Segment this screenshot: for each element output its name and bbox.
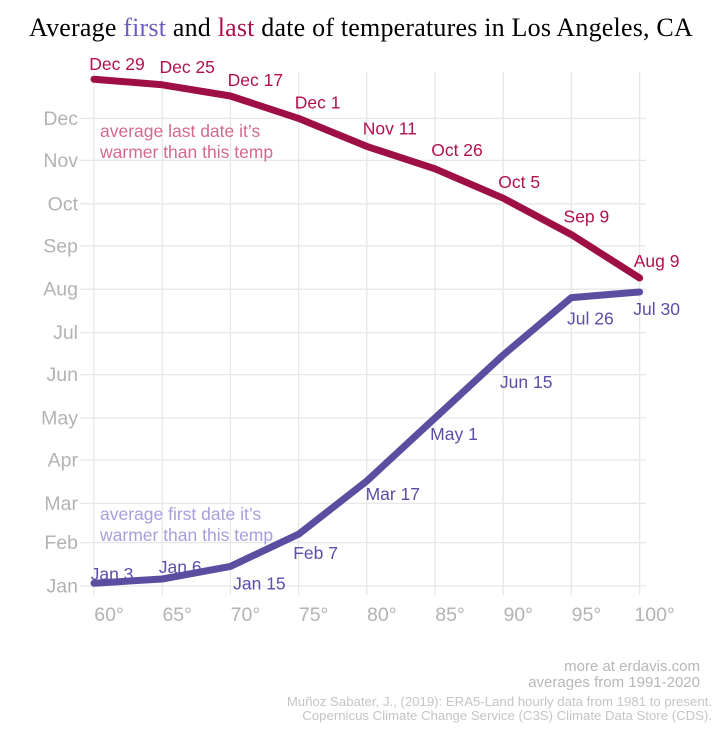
data-label-first-date-100: Jul 30 (633, 299, 680, 319)
data-label-first-date-80: Mar 17 (366, 484, 420, 504)
y-axis-label-dec: Dec (43, 108, 78, 130)
data-label-first-date-65: Jan 6 (159, 557, 202, 577)
data-label-last-date-100: Aug 9 (634, 251, 680, 271)
credit-averages: averages from 1991-2020 (528, 673, 700, 691)
data-label-last-date-95: Sep 9 (564, 207, 610, 227)
data-label-first-date-70: Jan 15 (233, 573, 286, 593)
x-axis-label-70: 70° (231, 604, 261, 626)
y-axis-label-oct: Oct (48, 193, 79, 215)
temperature-date-line-chart: Jan Feb Mar Apr May Jun Jul Aug Sep Oct Nov Dec 60° 6… (41, 54, 680, 626)
y-axis-label-apr: Apr (48, 450, 79, 472)
annotation-last-date-line-1: average last date it’s (100, 121, 260, 141)
page-title: Average first and last date of temperatu… (0, 0, 722, 43)
x-axis-label-60: 60° (94, 604, 124, 626)
data-label-first-date-60: Jan 3 (91, 564, 134, 584)
line-last-date (90, 75, 644, 282)
footer-credit: more at erdavis.com averages from 1991-2… (0, 659, 722, 690)
annotation-first-date-line-1: average first date it’s (100, 504, 261, 524)
x-axis-label-65: 65° (162, 604, 192, 626)
title-segment-average: Average (29, 13, 124, 42)
citation-line-1: Muñoz Sabater, J., (2019): ERA5-Land hou… (286, 694, 712, 709)
x-axis-label-80: 80° (367, 604, 397, 626)
data-label-last-date-90: Oct 5 (498, 172, 540, 192)
data-label-last-date-70: Dec 17 (228, 70, 283, 90)
y-axis-label-feb: Feb (44, 532, 78, 554)
title-segment-first: first (123, 13, 167, 42)
y-axis-label-may: May (41, 408, 78, 430)
title-segment-and: and (166, 13, 218, 42)
line-first-date (90, 288, 644, 587)
x-axis-label-95: 95° (572, 604, 602, 626)
y-axis-label-aug: Aug (43, 279, 78, 301)
y-axis-label-nov: Nov (43, 150, 78, 172)
data-label-last-date-60: Dec 29 (89, 54, 144, 74)
data-label-last-date-85: Oct 26 (431, 140, 483, 160)
data-label-first-date-95: Jul 26 (567, 309, 614, 329)
data-label-last-date-65: Dec 25 (159, 57, 214, 77)
x-axis-label-90: 90° (503, 604, 533, 626)
y-axis-label-jul: Jul (53, 322, 78, 344)
title-segment-last: last (217, 13, 255, 42)
y-axis-label-sep: Sep (43, 235, 78, 257)
data-label-first-date-90: Jun 15 (500, 372, 553, 392)
y-axis-label-mar: Mar (44, 493, 78, 515)
x-axis-label-75: 75° (299, 604, 329, 626)
annotation-last-date-line-2: warmer than this temp (99, 142, 273, 162)
citation-line-2: Copernicus Climate Change Service (C3S) … (302, 707, 712, 723)
data-label-first-date-85: May 1 (430, 424, 478, 444)
y-axis-label-jan: Jan (47, 576, 78, 598)
title-segment-rest: date of temperatures in Los Angeles, CA (254, 13, 693, 42)
y-axis-label-jun: Jun (47, 364, 78, 386)
credit-more-at: more at erdavis.com (564, 658, 700, 675)
x-axis-label-85: 85° (435, 604, 465, 626)
x-axis-label-100: 100° (634, 604, 674, 626)
data-label-last-date-75: Dec 1 (295, 92, 341, 112)
data-label-last-date-80: Nov 11 (363, 118, 417, 138)
data-label-first-date-75: Feb 7 (293, 543, 338, 563)
annotation-first-date-line-2: warmer than this temp (99, 525, 273, 545)
footer-citation: Muñoz Sabater, J., (2019): ERA5-Land hou… (0, 695, 722, 723)
